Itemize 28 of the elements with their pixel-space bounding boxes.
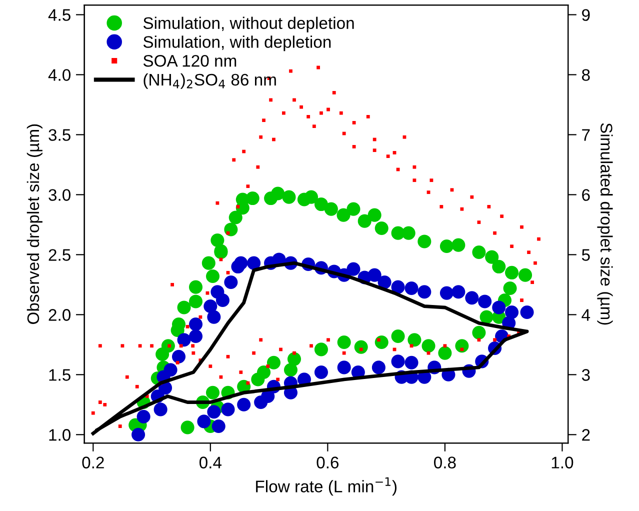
y-tick-label: 2.0 <box>48 309 71 321</box>
x-tick-label: 0.4 <box>199 456 222 468</box>
y-tick-label: 1.5 <box>49 369 70 381</box>
y2-tick-label: 8 <box>582 69 590 81</box>
legend-label: (NH$_{4}$)$_{2}$SO$_{4}$ 86 nm <box>144 73 276 89</box>
y-tick-label: 3.0 <box>48 189 71 201</box>
y-tick-label: 4.5 <box>48 9 70 21</box>
y-tick-label: 3.5 <box>48 129 70 141</box>
y2-tick-label: 6 <box>582 189 590 201</box>
y2-tick-label: 7 <box>582 129 590 141</box>
x-tick-label: 0.6 <box>316 456 339 468</box>
y2-tick-label: 9 <box>582 9 590 21</box>
y2-tick-label: 3 <box>582 369 590 381</box>
legend-label: Simulation, with depletion <box>143 36 331 52</box>
y2-tick-label: 2 <box>582 429 590 441</box>
legend-label: SOA 120 nm <box>143 54 236 67</box>
y-tick-label: 4.0 <box>48 69 71 81</box>
y2-tick-label: 4 <box>582 309 590 321</box>
x-axis-title: Flow rate (L min$^{−1}$) <box>256 477 397 496</box>
y-tick-label: 1.0 <box>49 429 71 441</box>
x-tick-label: 0.2 <box>82 456 104 468</box>
y-axis-title: Observed droplet size (µm) <box>26 124 42 324</box>
y2-axis-title: Simulated droplet size (µm) <box>597 123 613 325</box>
y-tick-label: 2.5 <box>48 249 70 261</box>
y2-tick-label: 5 <box>582 249 590 261</box>
legend-label: Simulation, without depletion <box>143 16 354 32</box>
x-tick-label: 0.8 <box>434 456 456 468</box>
x-tick-label: 1.0 <box>552 456 574 468</box>
